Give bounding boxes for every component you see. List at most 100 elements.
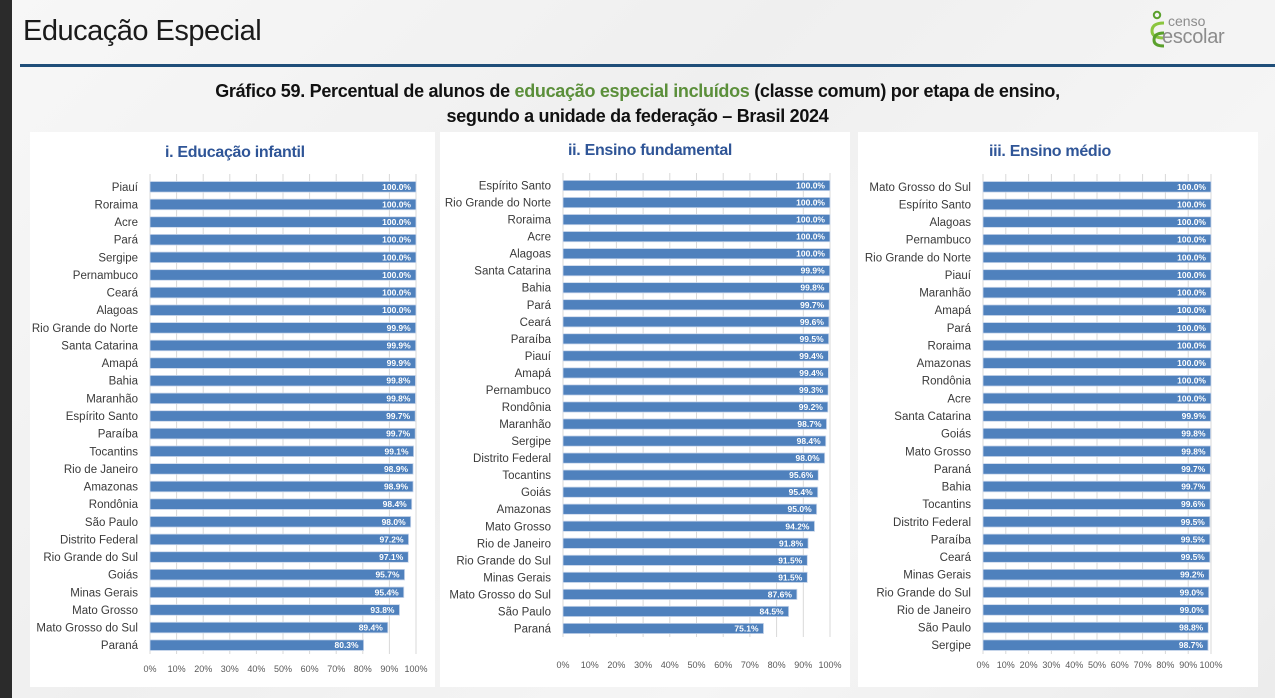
subtitle-ensino-medio: iii. Ensino médio bbox=[989, 143, 1112, 160]
category-label: Ceará bbox=[520, 317, 552, 329]
category-label: São Paulo bbox=[85, 517, 138, 529]
data-label: 100.0% bbox=[1177, 235, 1206, 245]
x-tick-label: 100% bbox=[404, 664, 427, 674]
bar bbox=[982, 516, 1211, 528]
category-label: Paraíba bbox=[98, 429, 139, 441]
data-label: 100.0% bbox=[1177, 393, 1206, 403]
bar bbox=[149, 498, 413, 510]
censo-escolar-logo-icon bbox=[1150, 10, 1165, 48]
x-tick-label: 90% bbox=[1179, 660, 1197, 670]
bar bbox=[149, 480, 414, 493]
logo-text-escolar: escolar bbox=[1162, 26, 1225, 48]
category-label: Rio de Janeiro bbox=[64, 464, 138, 476]
bar bbox=[562, 367, 829, 379]
data-label: 95.0% bbox=[788, 504, 813, 514]
data-label: 98.9% bbox=[384, 464, 409, 474]
category-label: Santa Catarina bbox=[474, 266, 551, 278]
x-tick-label: 90% bbox=[794, 660, 812, 670]
bar bbox=[562, 299, 830, 311]
window-left-edge bbox=[0, 0, 12, 698]
category-label: Maranhão bbox=[499, 419, 551, 431]
censo-escolar-logo: censo escolar bbox=[1148, 10, 1248, 55]
category-label: Sergipe bbox=[931, 640, 971, 652]
bar bbox=[562, 622, 764, 634]
bar bbox=[562, 282, 830, 294]
x-tick-label: 0% bbox=[976, 660, 989, 670]
bar bbox=[149, 621, 389, 634]
data-label: 91.5% bbox=[778, 555, 803, 565]
category-label: Amapá bbox=[935, 305, 972, 317]
bar bbox=[982, 621, 1209, 634]
category-label: Sergipe bbox=[511, 436, 551, 448]
bar bbox=[149, 375, 416, 387]
x-tick-label: 40% bbox=[661, 660, 679, 670]
bar bbox=[149, 322, 417, 334]
bar bbox=[562, 265, 831, 277]
category-label: Bahia bbox=[109, 376, 139, 388]
category-label: Amazonas bbox=[497, 504, 552, 516]
bar bbox=[982, 480, 1211, 493]
x-tick-label: 30% bbox=[634, 660, 652, 670]
bar bbox=[149, 216, 417, 228]
bar bbox=[982, 568, 1210, 581]
data-label: 100.0% bbox=[1177, 270, 1206, 280]
category-label: Acre bbox=[947, 393, 971, 405]
bar bbox=[149, 516, 412, 528]
bar bbox=[149, 551, 409, 563]
x-tick-label: 30% bbox=[221, 664, 239, 674]
category-label: Tocantins bbox=[922, 499, 971, 511]
bar bbox=[562, 435, 827, 447]
chart-title-highlight: educação especial incluídos bbox=[514, 81, 750, 101]
x-tick-label: 60% bbox=[1111, 660, 1129, 670]
x-tick-label: 50% bbox=[274, 664, 292, 674]
category-label: São Paulo bbox=[498, 606, 551, 618]
x-tick-label: 70% bbox=[1134, 660, 1152, 670]
data-label: 89.4% bbox=[359, 623, 384, 633]
x-tick-label: 20% bbox=[607, 660, 625, 670]
category-label: Minas Gerais bbox=[483, 572, 551, 584]
bar bbox=[562, 605, 790, 617]
bar bbox=[562, 418, 827, 430]
category-label: Goiás bbox=[108, 570, 138, 582]
category-label: Rio Grande do Sul bbox=[876, 587, 971, 599]
bar bbox=[982, 251, 1212, 264]
data-label: 99.9% bbox=[387, 358, 412, 368]
category-label: Rio de Janeiro bbox=[897, 605, 971, 617]
category-label: Tocantins bbox=[89, 446, 138, 458]
data-label: 99.9% bbox=[387, 323, 412, 333]
bar bbox=[982, 639, 1209, 651]
bar bbox=[149, 251, 417, 264]
category-label: Pará bbox=[947, 323, 972, 335]
data-label: 99.0% bbox=[1180, 587, 1205, 597]
category-label: Rio Grande do Norte bbox=[32, 323, 138, 335]
category-label: Maranhão bbox=[86, 393, 138, 405]
x-tick-label: 70% bbox=[741, 660, 759, 670]
bar bbox=[149, 198, 417, 211]
bar bbox=[562, 401, 829, 413]
bar bbox=[562, 350, 829, 362]
data-label: 95.4% bbox=[789, 487, 814, 497]
category-label: Mato Grosso bbox=[905, 446, 971, 458]
x-tick-label: 60% bbox=[301, 664, 319, 674]
bar bbox=[562, 214, 831, 226]
category-label: Ceará bbox=[940, 552, 972, 564]
x-tick-label: 100% bbox=[818, 660, 841, 670]
category-label: Sergipe bbox=[98, 252, 138, 264]
bar bbox=[982, 216, 1212, 228]
x-tick-label: 20% bbox=[194, 664, 212, 674]
category-label: Mato Grosso bbox=[72, 605, 138, 617]
bar bbox=[149, 568, 405, 581]
category-label: Pará bbox=[527, 300, 552, 312]
data-label: 98.0% bbox=[382, 517, 407, 527]
bar bbox=[982, 392, 1212, 405]
x-tick-label: 80% bbox=[1156, 660, 1174, 670]
bar bbox=[562, 537, 809, 549]
category-label: Roraima bbox=[508, 215, 552, 227]
data-label: 97.2% bbox=[379, 534, 404, 544]
category-label: Santa Catarina bbox=[61, 340, 138, 352]
chart-title-suffix: (classe comum) por etapa de ensino, bbox=[749, 81, 1060, 101]
category-label: Piauí bbox=[112, 182, 139, 194]
data-label: 95.4% bbox=[375, 587, 400, 597]
data-label: 100.0% bbox=[382, 288, 411, 298]
bar bbox=[149, 463, 414, 475]
